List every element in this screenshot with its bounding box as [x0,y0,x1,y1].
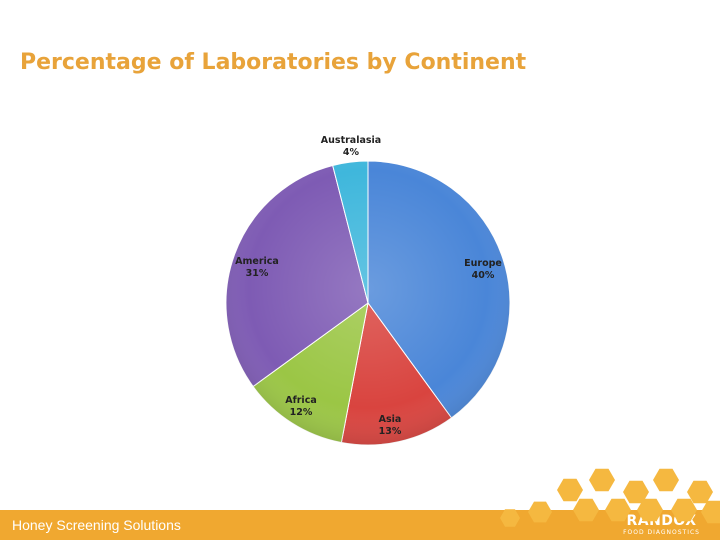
slice-label-america: America [235,256,279,267]
hexagon-shape [687,480,713,504]
hexagon-shape [671,498,697,522]
slice-value-america: 31% [246,268,269,279]
hexagon-shape [605,498,631,522]
slice-value-australasia: 4% [343,147,360,158]
hexagon-decoration [0,510,720,540]
slice-value-asia: 13% [379,426,402,437]
footer-text: Honey Screening Solutions [12,517,181,533]
hexagon-shape [573,498,599,522]
hexagon-shape [557,478,583,502]
hexagon-shape [637,498,663,522]
slice-label-europe: Europe [464,258,502,269]
chart-title: Percentage of Laboratories by Continent [20,50,527,75]
hexagon-pattern [500,468,720,527]
hexagon-shape [528,501,552,523]
slice-value-europe: 40% [472,270,495,281]
logo-sub-text: FOOD DIAGNOSTICS [623,529,700,536]
slice-label-africa: Africa [285,395,316,406]
footer-bar: Honey Screening Solutions RANDOX FOOD DI… [0,510,720,540]
hexagon-shape [500,509,520,527]
hexagon-shape [701,500,720,524]
hexagon-shape [589,468,615,492]
hexagon-shape [623,480,649,504]
slice-label-asia: Asia [379,414,402,425]
slice-label-australasia: Australasia [321,135,381,146]
hexagon-shape [653,468,679,492]
slice-value-africa: 12% [290,407,313,418]
